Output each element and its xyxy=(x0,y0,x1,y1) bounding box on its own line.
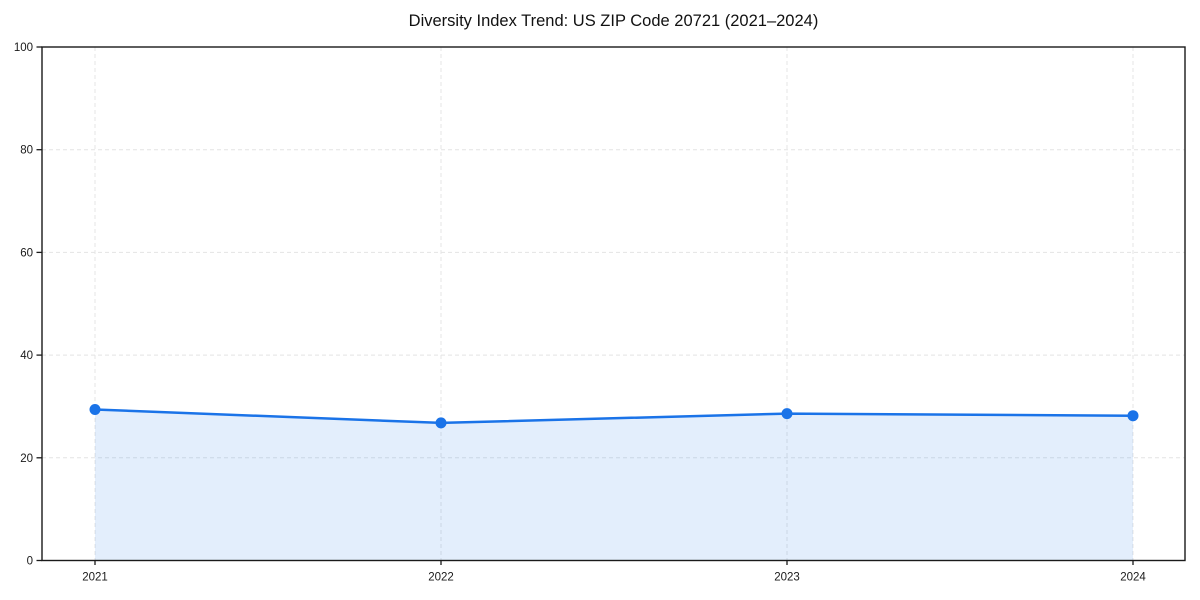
x-tick-label: 2022 xyxy=(428,572,454,584)
y-tick-label: 60 xyxy=(20,247,33,259)
y-tick-label: 20 xyxy=(20,453,33,465)
y-tick-label: 0 xyxy=(27,556,33,568)
y-tick-label: 80 xyxy=(20,145,33,157)
x-tick-label: 2021 xyxy=(82,572,108,584)
data-point-2024 xyxy=(1127,410,1139,422)
data-point-2022 xyxy=(435,417,447,429)
x-tick-label: 2023 xyxy=(774,572,800,584)
axes-frame xyxy=(41,46,1186,562)
y-tick-label: 100 xyxy=(14,42,33,54)
chart-title: Diversity Index Trend: US ZIP Code 20721… xyxy=(408,12,819,30)
x-tick-label: 2024 xyxy=(1120,572,1146,584)
trend-line xyxy=(93,408,1135,425)
data-point-2023 xyxy=(781,408,793,420)
area-fill xyxy=(95,409,1133,561)
data-point-2021 xyxy=(89,404,101,416)
y-tick-label: 40 xyxy=(20,350,33,362)
